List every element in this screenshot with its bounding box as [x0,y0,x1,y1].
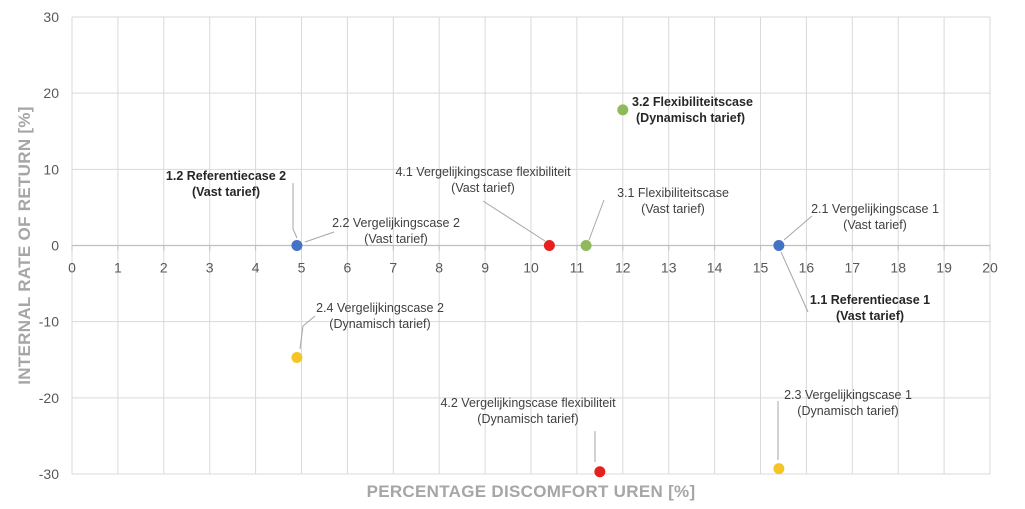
x-tick-label: 2 [160,260,168,276]
annotation-leader [783,215,813,241]
y-tick-label: 20 [43,85,59,101]
x-tick-label: 20 [982,260,998,276]
point-annotation: 3.1 Flexibiliteitscase (Vast tarief) [617,186,729,216]
annotation-line: (Vast tarief) [192,185,260,199]
point-annotation: 4.2 Vergelijkingscase flexibiliteit (Dyna… [440,396,616,426]
x-tick-label: 14 [707,260,723,276]
annotation-line: 2.4 Vergelijkingscase 2 [316,301,444,315]
data-point [291,351,303,363]
data-points [291,104,785,478]
point-annotation: 1.2 Referentiecase 2 (Vast tarief) [166,169,286,199]
x-tick-label: 4 [252,260,260,276]
y-tick-label: -10 [39,314,59,330]
x-tick-label: 3 [206,260,214,276]
point-annotation: 1.1 Referentiecase 1 (Vast tarief) [810,293,930,323]
annotation-leader [299,315,316,350]
annotation-line: 2.3 Vergelijkingscase 1 [784,388,912,402]
annotation-line: 1.2 Referentiecase 2 [166,169,286,183]
annotation-line: 4.2 Vergelijkingscase flexibiliteit [440,396,616,410]
y-tick-label: 10 [43,161,59,177]
annotation-line: 2.2 Vergelijkingscase 2 [332,216,460,230]
point-annotation: 3.2 Flexibiliteitscase (Dynamisch tarief) [632,95,753,125]
y-tick-label: 30 [43,9,59,25]
x-tick-label: 1 [114,260,122,276]
data-point [580,240,592,251]
annotation-line: 3.2 Flexibiliteitscase [632,95,753,109]
point-annotation: 2.2 Vergelijkingscase 2 (Vast tarief) [332,216,460,246]
data-point [594,466,606,478]
x-axis-title: PERCENTAGE DISCOMFORT UREN [%] [367,482,696,501]
y-tick-label: -30 [39,466,59,482]
annotation-leader [780,251,809,313]
x-tick-labels: 0 1 2 3 4 5 6 7 8 9 10 11 12 13 14 15 16 17 18 19 20 [68,260,998,276]
annotation-line: 4.1 Vergelijkingscase flexibiliteit [395,165,571,179]
x-tick-label: 5 [298,260,306,276]
annotation-leader [304,231,335,243]
annotation-line: (Dynamisch tarief) [636,111,745,125]
axes [71,244,991,251]
x-tick-label: 8 [435,260,443,276]
point-annotation: 2.4 Vergelijkingscase 2 (Dynamisch tarief… [316,301,444,331]
annotation-line: (Vast tarief) [364,232,428,246]
data-point [543,240,555,251]
y-tick-label: 0 [51,238,59,254]
y-axis-title: INTERNAL RATE OF RETURN [%] [15,106,34,385]
y-tick-label: -20 [39,390,59,406]
annotation-line: (Dynamisch tarief) [477,412,578,426]
data-point [773,240,785,251]
x-tick-label: 9 [481,260,489,276]
x-tick-label: 16 [799,260,815,276]
x-tick-label: 19 [936,260,952,276]
annotation-line: (Vast tarief) [451,181,515,195]
x-tick-label: 12 [615,260,631,276]
annotation-line: (Vast tarief) [843,218,907,232]
point-annotation: 2.1 Vergelijkingscase 1 (Vast tarief) [811,202,939,232]
annotation-line: 2.1 Vergelijkingscase 1 [811,202,939,216]
x-tick-label: 15 [753,260,769,276]
y-tick-labels: 30 20 10 0 -10 -20 -30 [39,9,59,482]
x-tick-label: 10 [523,260,539,276]
x-tick-label: 17 [845,260,861,276]
annotation-line: (Dynamisch tarief) [797,404,898,418]
x-tick-label: 6 [344,260,352,276]
annotation-line: 3.1 Flexibiliteitscase [617,186,729,200]
data-point [773,463,785,475]
point-annotation: 2.3 Vergelijkingscase 1 (Dynamisch tarief… [784,388,912,418]
x-tick-label: 0 [68,260,76,276]
annotation-line: (Dynamisch tarief) [329,317,430,331]
annotation-line: (Vast tarief) [641,202,705,216]
x-tick-label: 11 [570,260,585,276]
x-tick-label: 7 [389,260,397,276]
annotation-leader-lines [292,183,813,462]
annotation-line: (Vast tarief) [836,309,904,323]
x-tick-label: 13 [661,260,677,276]
annotation-line: 1.1 Referentiecase 1 [810,293,930,307]
data-point [291,240,303,251]
point-annotation: 4.1 Vergelijkingscase flexibiliteit (Vast… [395,165,571,195]
annotations: 1.2 Referentiecase 2 (Vast tarief)2.2 Ver… [166,95,939,426]
annotation-leader [482,200,546,242]
annotation-leader [588,199,605,241]
x-tick-label: 18 [890,260,906,276]
data-point [617,104,629,116]
annotation-leader [292,183,298,239]
